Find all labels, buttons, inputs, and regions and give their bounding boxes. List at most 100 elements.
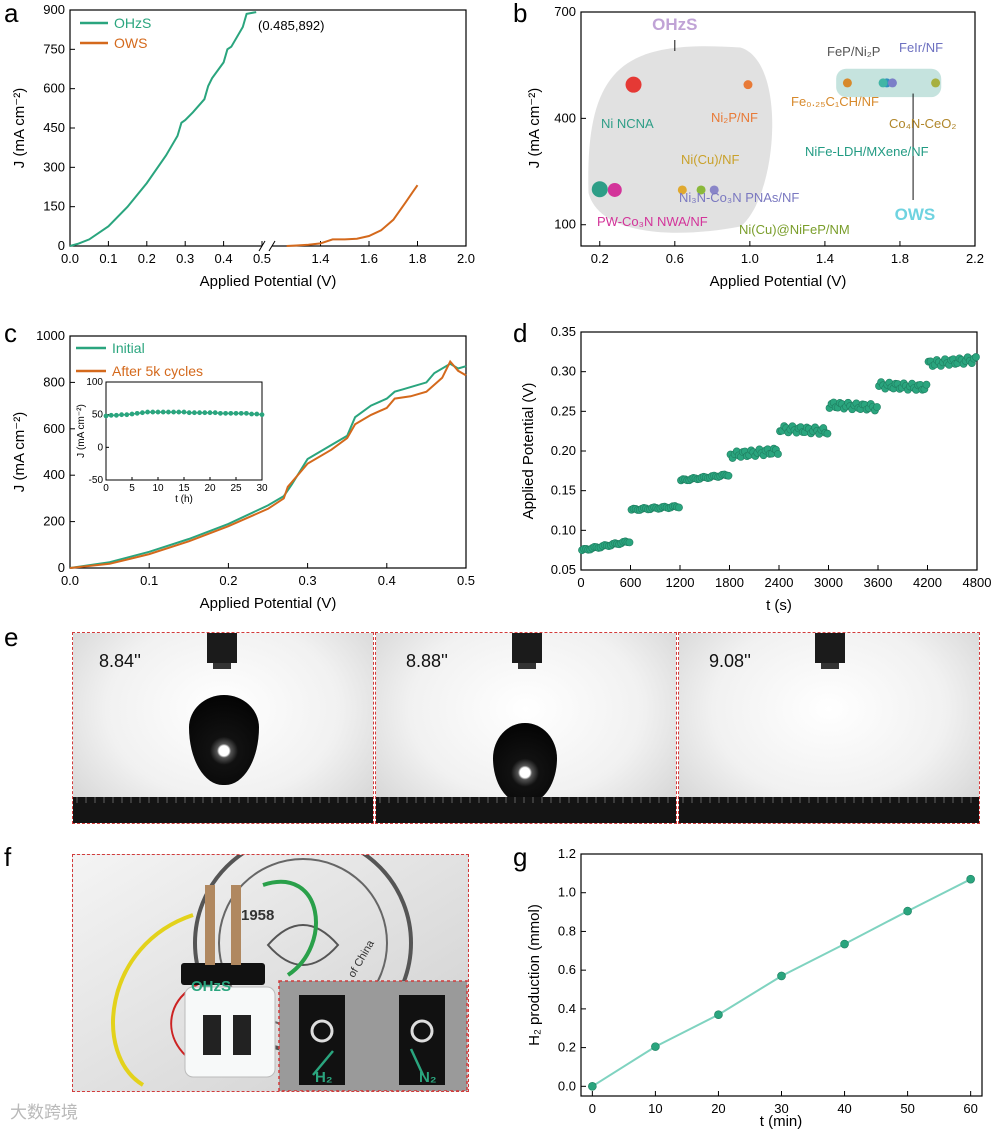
y-tick-label: 0.30	[551, 364, 576, 379]
battery-holder	[181, 963, 265, 985]
inset-y-axis-label: J (mA cm⁻²)	[76, 404, 87, 458]
electrode-rod	[231, 885, 241, 965]
data-point	[588, 1082, 597, 1091]
y-tick-label: 0.8	[558, 923, 576, 938]
x-tick-label: 2.0	[457, 251, 475, 266]
x-tick-label: 0.4	[378, 573, 396, 588]
y-tick-label: 1.2	[558, 846, 576, 861]
x-tick-label: 30	[774, 1101, 788, 1116]
y-tick-label: 0.0	[558, 1078, 576, 1093]
x-tick-label: 2.2	[966, 251, 984, 266]
data-point	[972, 353, 980, 361]
point-label: NiFe-LDH/MXene/NF	[805, 144, 929, 159]
x-tick-label: 60	[963, 1101, 977, 1116]
point-label: FeP/Ni₂P	[827, 44, 880, 59]
x-tick-label: 0	[589, 1101, 596, 1116]
x-tick-label: 1.4	[311, 251, 329, 266]
inset-x-tick-label: 5	[129, 483, 135, 494]
inset-point	[181, 409, 187, 415]
chart-a: 0.0 0.1 0.2 0.3 0.4 0.5 1.4 1.6 1.8 2.0 0 150 300 450…	[11, 2, 475, 290]
x-tick-label: 0.2	[591, 251, 609, 266]
green-wire	[262, 879, 318, 977]
y-tick-label: 900	[43, 2, 65, 17]
inset-y-tick-label: 0	[97, 442, 103, 453]
data-point	[903, 906, 912, 916]
group-label-ohzs: OHzS	[652, 15, 697, 34]
point-label: Fe₀.₂₅C₁CH/NF	[791, 94, 879, 109]
x-tick-label: 0.1	[99, 251, 117, 266]
y-tick-label: 0	[58, 238, 65, 253]
x-axis-label: Applied Potential (V)	[710, 273, 847, 290]
y-axis-label: J (mA cm⁻²)	[526, 88, 543, 168]
point-label: PW-Co₃N NWA/NF	[597, 214, 708, 229]
x-tick-label: 40	[837, 1101, 851, 1116]
inset-frame	[105, 381, 263, 481]
inset-point	[192, 410, 197, 416]
y-tick-label: 200	[43, 514, 65, 529]
inset-point	[155, 409, 161, 415]
needle-nozzle	[207, 633, 237, 669]
x-tick-label: 0	[577, 575, 584, 590]
ohzs-region	[588, 46, 773, 233]
y-tick-label: 0.25	[551, 403, 576, 418]
legend-label: OHzS	[114, 15, 151, 31]
x-tick-label: 0.0	[61, 573, 79, 588]
x-tick-label: 1.4	[816, 251, 834, 266]
panel-label-a: a	[4, 0, 19, 28]
panel-label-g: g	[513, 842, 528, 872]
droplet-photo-2: 8.88''	[375, 632, 677, 824]
chart-b: 0.2 0.6 1.0 1.4 1.8 2.2 100 400 700 OHzS OWS Ni NCN…	[526, 4, 984, 290]
legend-label: After 5k cycles	[112, 363, 203, 379]
substrate	[376, 797, 676, 823]
inset-y-tick-label: 50	[92, 410, 104, 421]
x-tick-label: 1200	[666, 575, 695, 590]
substrate	[73, 797, 373, 823]
plot-frame	[580, 11, 976, 247]
needle-nozzle	[815, 633, 845, 669]
time-stamp: 8.84''	[99, 651, 141, 671]
x-tick-label: 4200	[913, 575, 942, 590]
data-point	[966, 874, 975, 884]
y-tick-label: 0.05	[551, 562, 576, 577]
scatter-point	[607, 182, 622, 197]
group-label-ows: OWS	[895, 205, 936, 224]
x-axis-label: Applied Potential (V)	[200, 273, 337, 290]
y-axis-label: J (mA cm⁻²)	[11, 412, 28, 492]
inset-point	[259, 412, 265, 418]
inset-point	[202, 410, 208, 416]
x-tick-label: 2400	[765, 575, 794, 590]
inset-point	[145, 409, 151, 415]
x-tick-label: 1.0	[741, 251, 759, 266]
series-line-h2	[591, 878, 972, 1088]
x-tick-label: 0.1	[140, 573, 158, 588]
y-axis-label: J (mA cm⁻²)	[11, 88, 28, 168]
inset-point	[197, 410, 203, 416]
droplet	[189, 695, 259, 785]
y-tick-label: 1000	[36, 328, 65, 343]
y-tick-label: 150	[43, 199, 65, 214]
data-point	[840, 939, 849, 949]
inset-x-tick-label: 0	[103, 483, 109, 494]
data-point	[777, 971, 786, 981]
y-axis-label: H₂ production (mmol)	[526, 904, 543, 1046]
inset-point	[103, 413, 109, 419]
scatter-point	[625, 76, 642, 93]
inset-point	[114, 412, 119, 418]
inset-point	[166, 409, 171, 415]
inset-point	[228, 410, 234, 416]
scatter-point	[591, 181, 608, 198]
inset-point	[207, 410, 213, 416]
inset-y-tick-label: 100	[86, 377, 103, 388]
y-tick-label: 700	[554, 4, 576, 19]
scatter-point	[743, 80, 753, 90]
electrode-rod	[205, 885, 215, 965]
y-tick-label: 450	[43, 120, 65, 135]
inset-point	[108, 412, 114, 418]
x-axis-label: Applied Potential (V)	[200, 595, 337, 612]
inset-point	[124, 412, 130, 418]
inset-x-tick-label: 15	[178, 483, 190, 494]
inset-point	[134, 410, 140, 416]
axis-break	[262, 243, 272, 249]
chart-c: 0.0 0.1 0.2 0.3 0.4 0.502004006008001000Initi…	[11, 328, 475, 612]
y-tick-label: 600	[43, 81, 65, 96]
